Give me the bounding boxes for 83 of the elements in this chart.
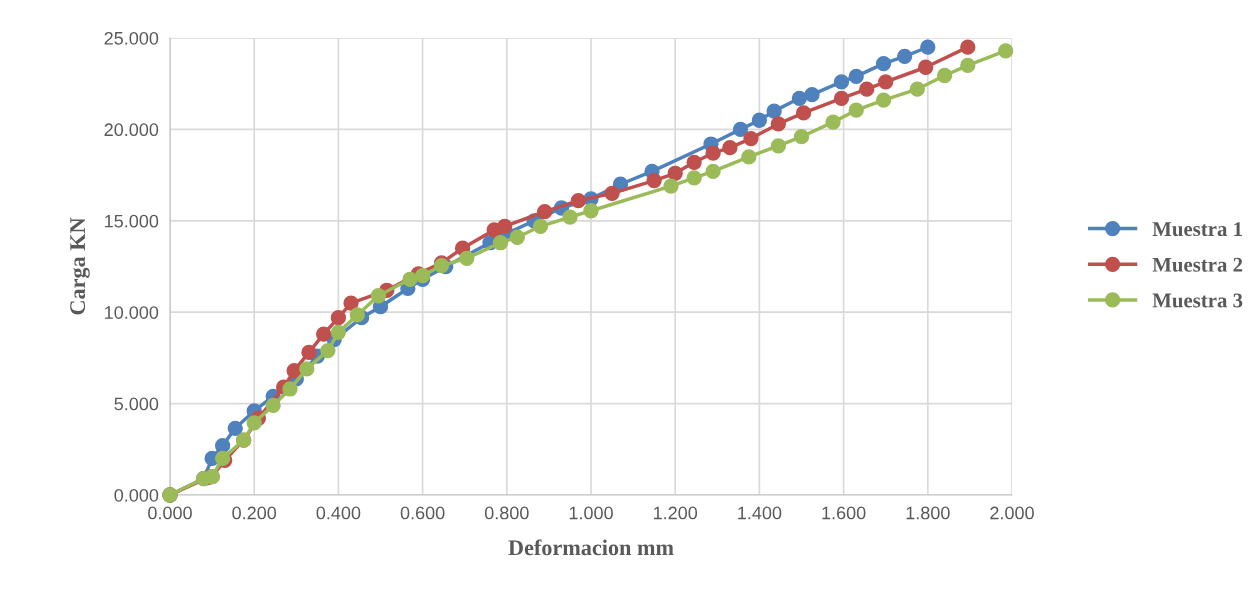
x-tick-label: 0.200	[232, 506, 277, 520]
point	[795, 105, 812, 121]
y-axis-title: Carga KN	[70, 217, 90, 315]
x-axis-title: Deformacion mm	[508, 539, 674, 556]
x-tick-label: 0.800	[484, 506, 529, 520]
point	[459, 250, 475, 266]
legend-label: Muestra 3	[1152, 293, 1243, 308]
y-tick-label: 0.000	[114, 488, 159, 502]
point	[909, 81, 925, 97]
point	[663, 178, 679, 194]
point	[937, 67, 953, 84]
point	[301, 344, 317, 361]
x-tick-label: 0.600	[400, 506, 445, 520]
point	[646, 172, 662, 189]
point	[960, 39, 976, 55]
point	[722, 140, 738, 156]
point	[282, 381, 298, 397]
point	[583, 203, 599, 219]
point	[299, 361, 315, 377]
point	[804, 87, 820, 103]
point	[532, 218, 549, 234]
point	[897, 48, 913, 64]
point	[330, 310, 347, 326]
point	[537, 204, 553, 220]
point	[330, 324, 347, 340]
point	[246, 415, 262, 431]
point	[562, 209, 578, 225]
x-tick-label: 1.000	[569, 506, 613, 520]
x-tick-label: 1.400	[738, 506, 782, 520]
point	[686, 170, 702, 186]
point	[343, 295, 359, 311]
point	[349, 307, 365, 323]
point	[770, 116, 786, 132]
point	[770, 138, 786, 154]
point	[492, 235, 509, 251]
x-tick-label: 1.800	[906, 506, 950, 520]
y-tick-label: 15.000	[105, 214, 159, 228]
y-tick-label: 20.000	[104, 123, 159, 137]
point	[570, 193, 587, 209]
point	[833, 90, 850, 106]
point	[793, 129, 810, 145]
point	[875, 92, 892, 108]
x-tick-label: 0.400	[316, 506, 361, 520]
point	[878, 74, 894, 90]
legend-label: Muestra 2	[1152, 257, 1243, 272]
point	[265, 397, 281, 414]
x-tick-label: 0.000	[148, 506, 192, 520]
point	[686, 154, 702, 170]
point	[918, 59, 934, 75]
point	[667, 165, 683, 181]
point	[998, 43, 1014, 59]
point	[227, 420, 243, 436]
point	[402, 271, 418, 287]
point	[920, 39, 936, 55]
x-tick-label: 1.600	[822, 506, 866, 520]
point	[741, 149, 757, 165]
point	[848, 68, 864, 85]
point	[848, 102, 864, 118]
point	[509, 229, 525, 245]
point	[833, 74, 850, 90]
point	[960, 57, 976, 74]
point	[214, 438, 231, 454]
legend-label: Muestra 1	[1152, 222, 1242, 237]
point	[604, 185, 620, 202]
x-tick-label: 1.200	[653, 506, 698, 520]
point	[370, 288, 387, 304]
point	[859, 81, 875, 97]
y-tick-label: 5.000	[114, 397, 159, 411]
point	[320, 342, 336, 359]
point	[497, 218, 513, 234]
point	[705, 145, 721, 161]
y-tick-label: 10.000	[105, 306, 159, 319]
point	[825, 114, 841, 130]
y-tick-label: 25.000	[104, 31, 159, 45]
x-tick-label: 2.000	[990, 506, 1034, 520]
point	[875, 55, 892, 72]
point	[791, 90, 808, 106]
point	[751, 112, 768, 128]
point	[316, 326, 332, 342]
point	[766, 103, 782, 119]
point	[705, 163, 721, 180]
point	[732, 121, 749, 138]
point	[743, 130, 759, 147]
